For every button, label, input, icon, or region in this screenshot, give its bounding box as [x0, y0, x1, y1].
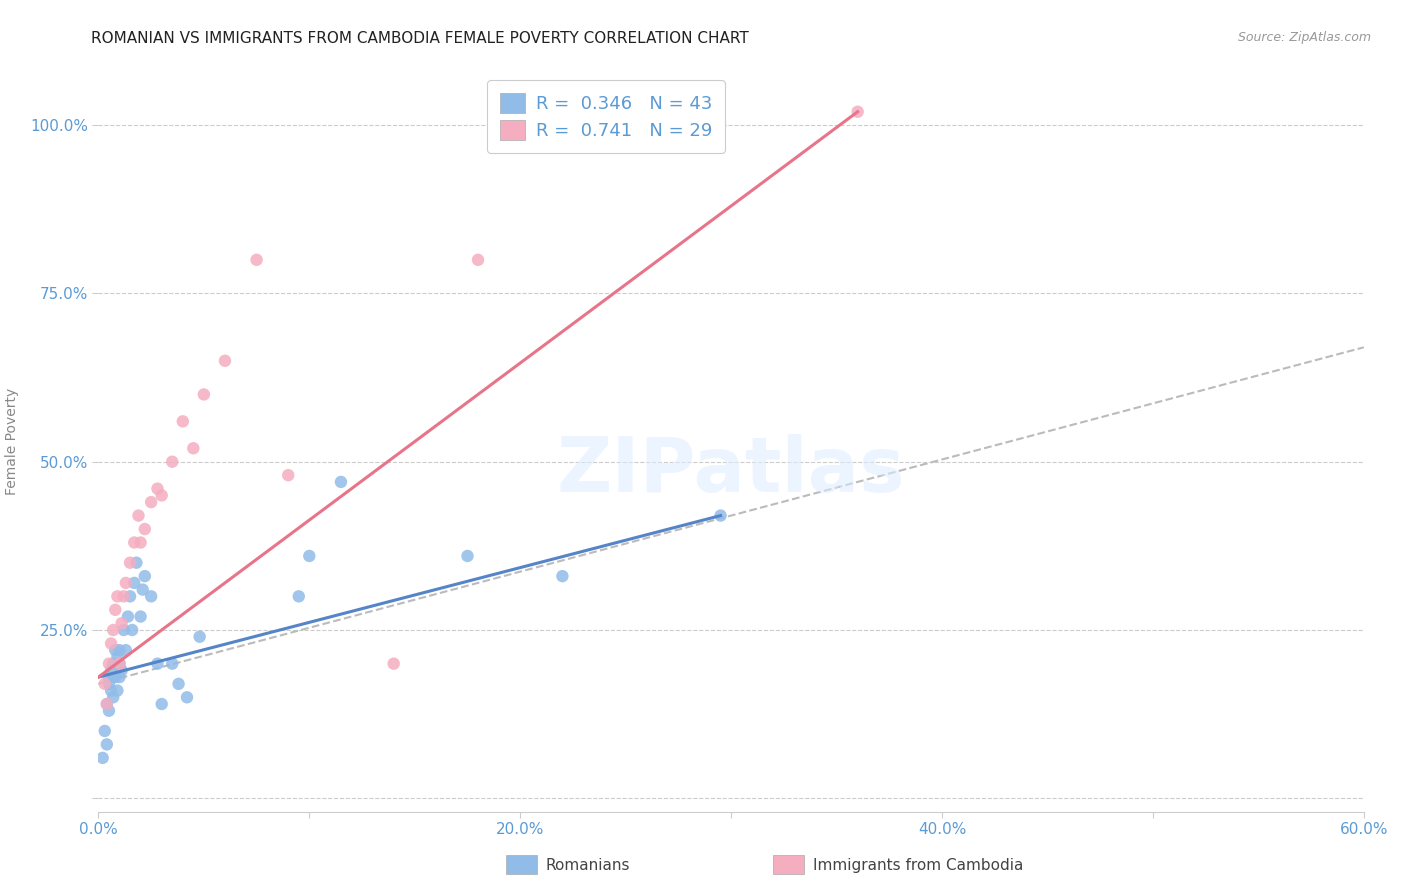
Point — [214, 353, 236, 368]
Point — [96, 697, 118, 711]
Point — [124, 575, 146, 590]
Point — [112, 623, 135, 637]
Point — [108, 657, 131, 671]
Point — [96, 697, 118, 711]
Point — [298, 549, 321, 563]
Point — [132, 582, 155, 597]
Text: ROMANIAN VS IMMIGRANTS FROM CAMBODIA FEMALE POVERTY CORRELATION CHART: ROMANIAN VS IMMIGRANTS FROM CAMBODIA FEM… — [91, 31, 749, 46]
Text: ZIPatlas: ZIPatlas — [557, 434, 905, 508]
Point — [467, 252, 489, 267]
Point — [141, 495, 163, 509]
Point — [93, 677, 117, 691]
Point — [129, 535, 152, 549]
Point — [100, 664, 122, 678]
Point — [330, 475, 353, 489]
Point — [146, 482, 169, 496]
Point — [91, 751, 114, 765]
Point — [115, 575, 138, 590]
Point — [112, 590, 135, 604]
Legend: R =  0.346   N = 43, R =  0.741   N = 29: R = 0.346 N = 43, R = 0.741 N = 29 — [486, 80, 725, 153]
Point — [146, 657, 169, 671]
Point — [104, 603, 127, 617]
Point — [121, 623, 143, 637]
Point — [96, 738, 118, 752]
Point — [162, 455, 183, 469]
Point — [246, 252, 269, 267]
Text: Immigrants from Cambodia: Immigrants from Cambodia — [813, 858, 1024, 872]
Point — [162, 657, 183, 671]
Point — [167, 677, 190, 691]
Point — [111, 616, 132, 631]
Point — [124, 535, 146, 549]
Point — [382, 657, 405, 671]
Point — [98, 704, 121, 718]
Point — [107, 683, 129, 698]
Point — [456, 549, 478, 563]
Point — [103, 690, 125, 705]
Point — [104, 643, 127, 657]
Point — [98, 677, 121, 691]
Point — [193, 387, 215, 401]
Y-axis label: Female Poverty: Female Poverty — [4, 388, 18, 495]
Point — [134, 569, 156, 583]
Point — [120, 590, 141, 604]
Point — [107, 590, 129, 604]
Point — [150, 697, 173, 711]
Point — [120, 556, 141, 570]
Point — [129, 609, 152, 624]
Point — [150, 488, 173, 502]
Point — [108, 670, 131, 684]
Point — [98, 670, 121, 684]
Point — [100, 636, 122, 650]
Point — [103, 623, 125, 637]
Point — [287, 590, 309, 604]
Point — [104, 670, 127, 684]
Point — [141, 590, 163, 604]
Point — [183, 442, 205, 456]
Point — [710, 508, 733, 523]
Point — [100, 683, 122, 698]
Point — [551, 569, 574, 583]
Point — [134, 522, 156, 536]
Point — [111, 664, 132, 678]
Point — [117, 609, 139, 624]
Point — [108, 643, 131, 657]
Point — [188, 630, 211, 644]
Point — [93, 723, 117, 738]
Point — [103, 670, 125, 684]
Point — [108, 657, 131, 671]
Point — [103, 657, 125, 671]
Point — [128, 508, 150, 523]
Point — [172, 414, 194, 428]
Text: Romanians: Romanians — [546, 858, 630, 872]
Point — [98, 657, 121, 671]
Point — [107, 649, 129, 664]
Point — [125, 556, 148, 570]
Text: Source: ZipAtlas.com: Source: ZipAtlas.com — [1237, 31, 1371, 45]
Point — [176, 690, 198, 705]
Point — [115, 643, 138, 657]
Point — [846, 104, 869, 119]
Point — [277, 468, 299, 483]
